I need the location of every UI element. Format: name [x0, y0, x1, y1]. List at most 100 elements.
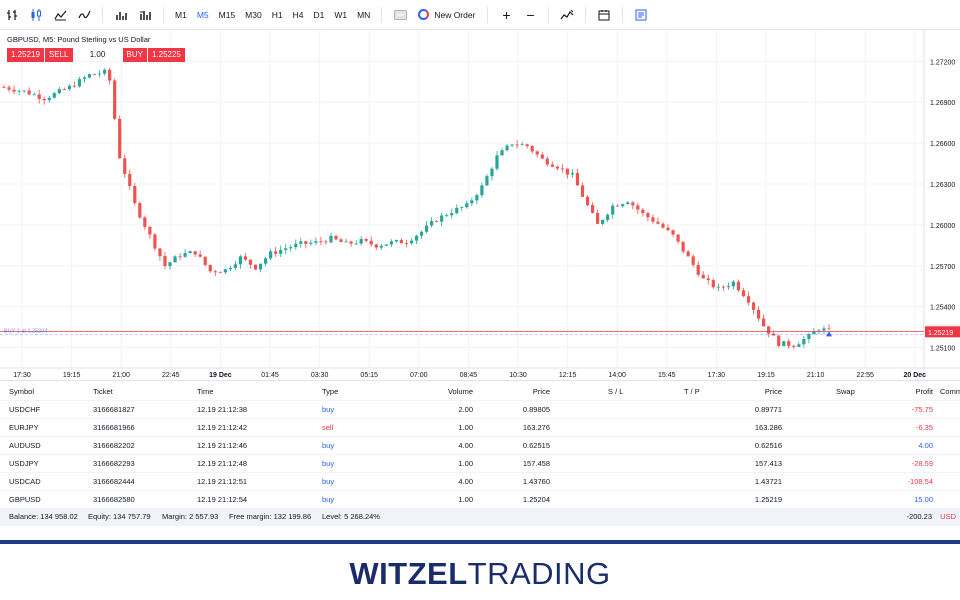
buy-arrow-marker — [826, 331, 832, 337]
position-time: 12.19 21:12:38 — [197, 405, 248, 414]
chart-templates-icon[interactable] — [555, 0, 579, 30]
position-row[interactable]: GBPUSD 3166682580 12.19 21:12:54 buy 1.00 1.2… — [0, 491, 960, 509]
price-tick-label: 1.26900 — [930, 100, 955, 107]
line-icon[interactable] — [72, 0, 96, 30]
position-profit: -6.35 — [915, 423, 933, 432]
position-current-price: 0.62516 — [754, 441, 782, 450]
chart-canvas[interactable]: 1.27200 1.26900 1.26600 1.26300 1.26000 1.257… — [0, 30, 960, 380]
price-tick-label: 1.25100 — [930, 346, 955, 353]
candle-body — [92, 74, 97, 75]
candle-body — [27, 90, 31, 95]
sell-button[interactable]: SELL — [43, 48, 73, 62]
candle-body — [701, 274, 705, 279]
candle-body — [324, 241, 328, 243]
position-ticket: 3166681827 — [93, 405, 135, 414]
calendar-icon[interactable] — [592, 0, 616, 30]
header-ticket[interactable]: Ticket — [93, 387, 113, 396]
candle-body — [736, 281, 741, 291]
new-order-button[interactable]: New Order — [412, 0, 481, 30]
volume-icon[interactable] — [109, 0, 133, 30]
candle-body — [7, 87, 11, 90]
toolbar-divider — [381, 6, 383, 23]
timeframe-mn[interactable]: MN — [357, 9, 371, 20]
zoom-out-button[interactable]: − — [526, 6, 535, 23]
position-ticket: 3166682444 — [93, 477, 135, 486]
bar-chart-icon[interactable] — [0, 0, 24, 30]
toolbar-divider — [548, 6, 550, 23]
position-open-price: 1.43760 — [522, 477, 550, 486]
header-time[interactable]: Time — [197, 387, 214, 396]
balance-value: Balance: 134 958.02 — [9, 512, 78, 521]
candle-body — [505, 145, 509, 151]
buy-button[interactable]: BUY — [122, 48, 148, 62]
header-take-profit[interactable]: T / P — [684, 387, 700, 396]
candle-body — [560, 168, 564, 170]
indicators-icon[interactable] — [133, 0, 157, 30]
position-time: 12.19 21:12:54 — [197, 495, 248, 504]
header-current-price[interactable]: Price — [764, 387, 782, 396]
timeframe-m1[interactable]: M1 — [175, 9, 187, 20]
header-price[interactable]: Price — [532, 387, 550, 396]
candle-body — [595, 212, 600, 224]
candle-body — [706, 278, 710, 281]
candle-body — [103, 69, 107, 74]
header-commission[interactable]: Comm — [940, 387, 960, 396]
position-time: 12.19 21:12:51 — [197, 477, 248, 486]
header-type[interactable]: Type — [322, 387, 339, 396]
time-tick-label: 03:30 — [311, 372, 329, 379]
timeframe-w1[interactable]: W1 — [334, 9, 348, 20]
candle-body — [777, 335, 781, 347]
position-profit: -75.75 — [911, 405, 933, 414]
sell-price-button[interactable]: 1.25219 — [7, 48, 44, 62]
candle-body — [812, 331, 816, 335]
position-symbol: EURJPY — [9, 423, 39, 432]
candle-body — [384, 244, 388, 246]
position-volume: 1.00 — [458, 495, 473, 504]
position-row[interactable]: AUDUSD 3166682202 12.19 21:12:46 buy 4.00 0.6… — [0, 437, 960, 455]
position-row[interactable]: USDCHF 3166681827 12.19 21:12:38 buy 2.00 0.8… — [0, 401, 960, 419]
buy-price-button[interactable]: 1.25225 — [147, 48, 185, 62]
time-tick-label: 21:00 — [112, 372, 130, 379]
area-icon[interactable] — [48, 0, 72, 30]
header-stop-loss[interactable]: S / L — [608, 387, 624, 396]
position-profit: -28.59 — [911, 459, 933, 468]
candle-body — [681, 241, 685, 252]
timeframe-h1[interactable]: H1 — [271, 9, 283, 20]
quantity-input[interactable]: 1.00 — [89, 50, 106, 59]
candles-icon[interactable] — [24, 0, 48, 30]
candle-body — [772, 333, 776, 336]
timeframe-m5[interactable]: M5 — [196, 9, 209, 20]
header-swap[interactable]: Swap — [836, 387, 855, 396]
bid-price-label: 1.25219 — [928, 330, 953, 337]
price-tick-label: 1.26300 — [930, 182, 955, 189]
header-symbol[interactable]: Symbol — [9, 387, 35, 396]
trade-panel-icon[interactable] — [388, 0, 412, 30]
candle-body — [113, 80, 117, 119]
candle-body — [409, 240, 414, 244]
timeframe-d1[interactable]: D1 — [313, 9, 325, 20]
header-volume[interactable]: Volume — [447, 387, 473, 396]
object-list-icon[interactable] — [629, 0, 653, 30]
timeframe-m15[interactable]: M15 — [218, 9, 236, 20]
price-chart[interactable]: 1.27200 1.26900 1.26600 1.26300 1.26000 1.257… — [0, 30, 960, 380]
position-open-price: 1.25204 — [522, 495, 550, 504]
candle-body — [570, 173, 575, 175]
candle-body — [606, 214, 610, 220]
position-line-label: BUY 1 at 1.25204 — [4, 328, 47, 334]
position-type: buy — [322, 441, 335, 450]
candle-body — [782, 341, 786, 347]
candle-body — [97, 73, 102, 75]
position-ticket: 3166682580 — [93, 495, 135, 504]
zoom-in-button[interactable]: + — [502, 6, 511, 23]
candle-body — [274, 251, 278, 254]
timeframe-group: M1 M5 M15 M30 H1 H4 D1 W1 MN — [170, 0, 375, 30]
toolbar-divider — [102, 6, 103, 23]
header-profit[interactable]: Profit — [915, 387, 933, 396]
position-row[interactable]: EURJPY 3166681966 12.19 21:12:42 sell 1.00 16… — [0, 419, 960, 437]
position-open-price: 163.276 — [522, 423, 550, 432]
timeframe-m30[interactable]: M30 — [245, 9, 262, 20]
position-row[interactable]: USDJPY 3166682293 12.19 21:12:48 buy 1.00 157… — [0, 455, 960, 473]
position-row[interactable]: USDCAD 3166682444 12.19 21:12:51 buy 4.00 1.4… — [0, 473, 960, 491]
price-tick-label: 1.25700 — [930, 264, 955, 271]
timeframe-h4[interactable]: H4 — [292, 9, 304, 20]
